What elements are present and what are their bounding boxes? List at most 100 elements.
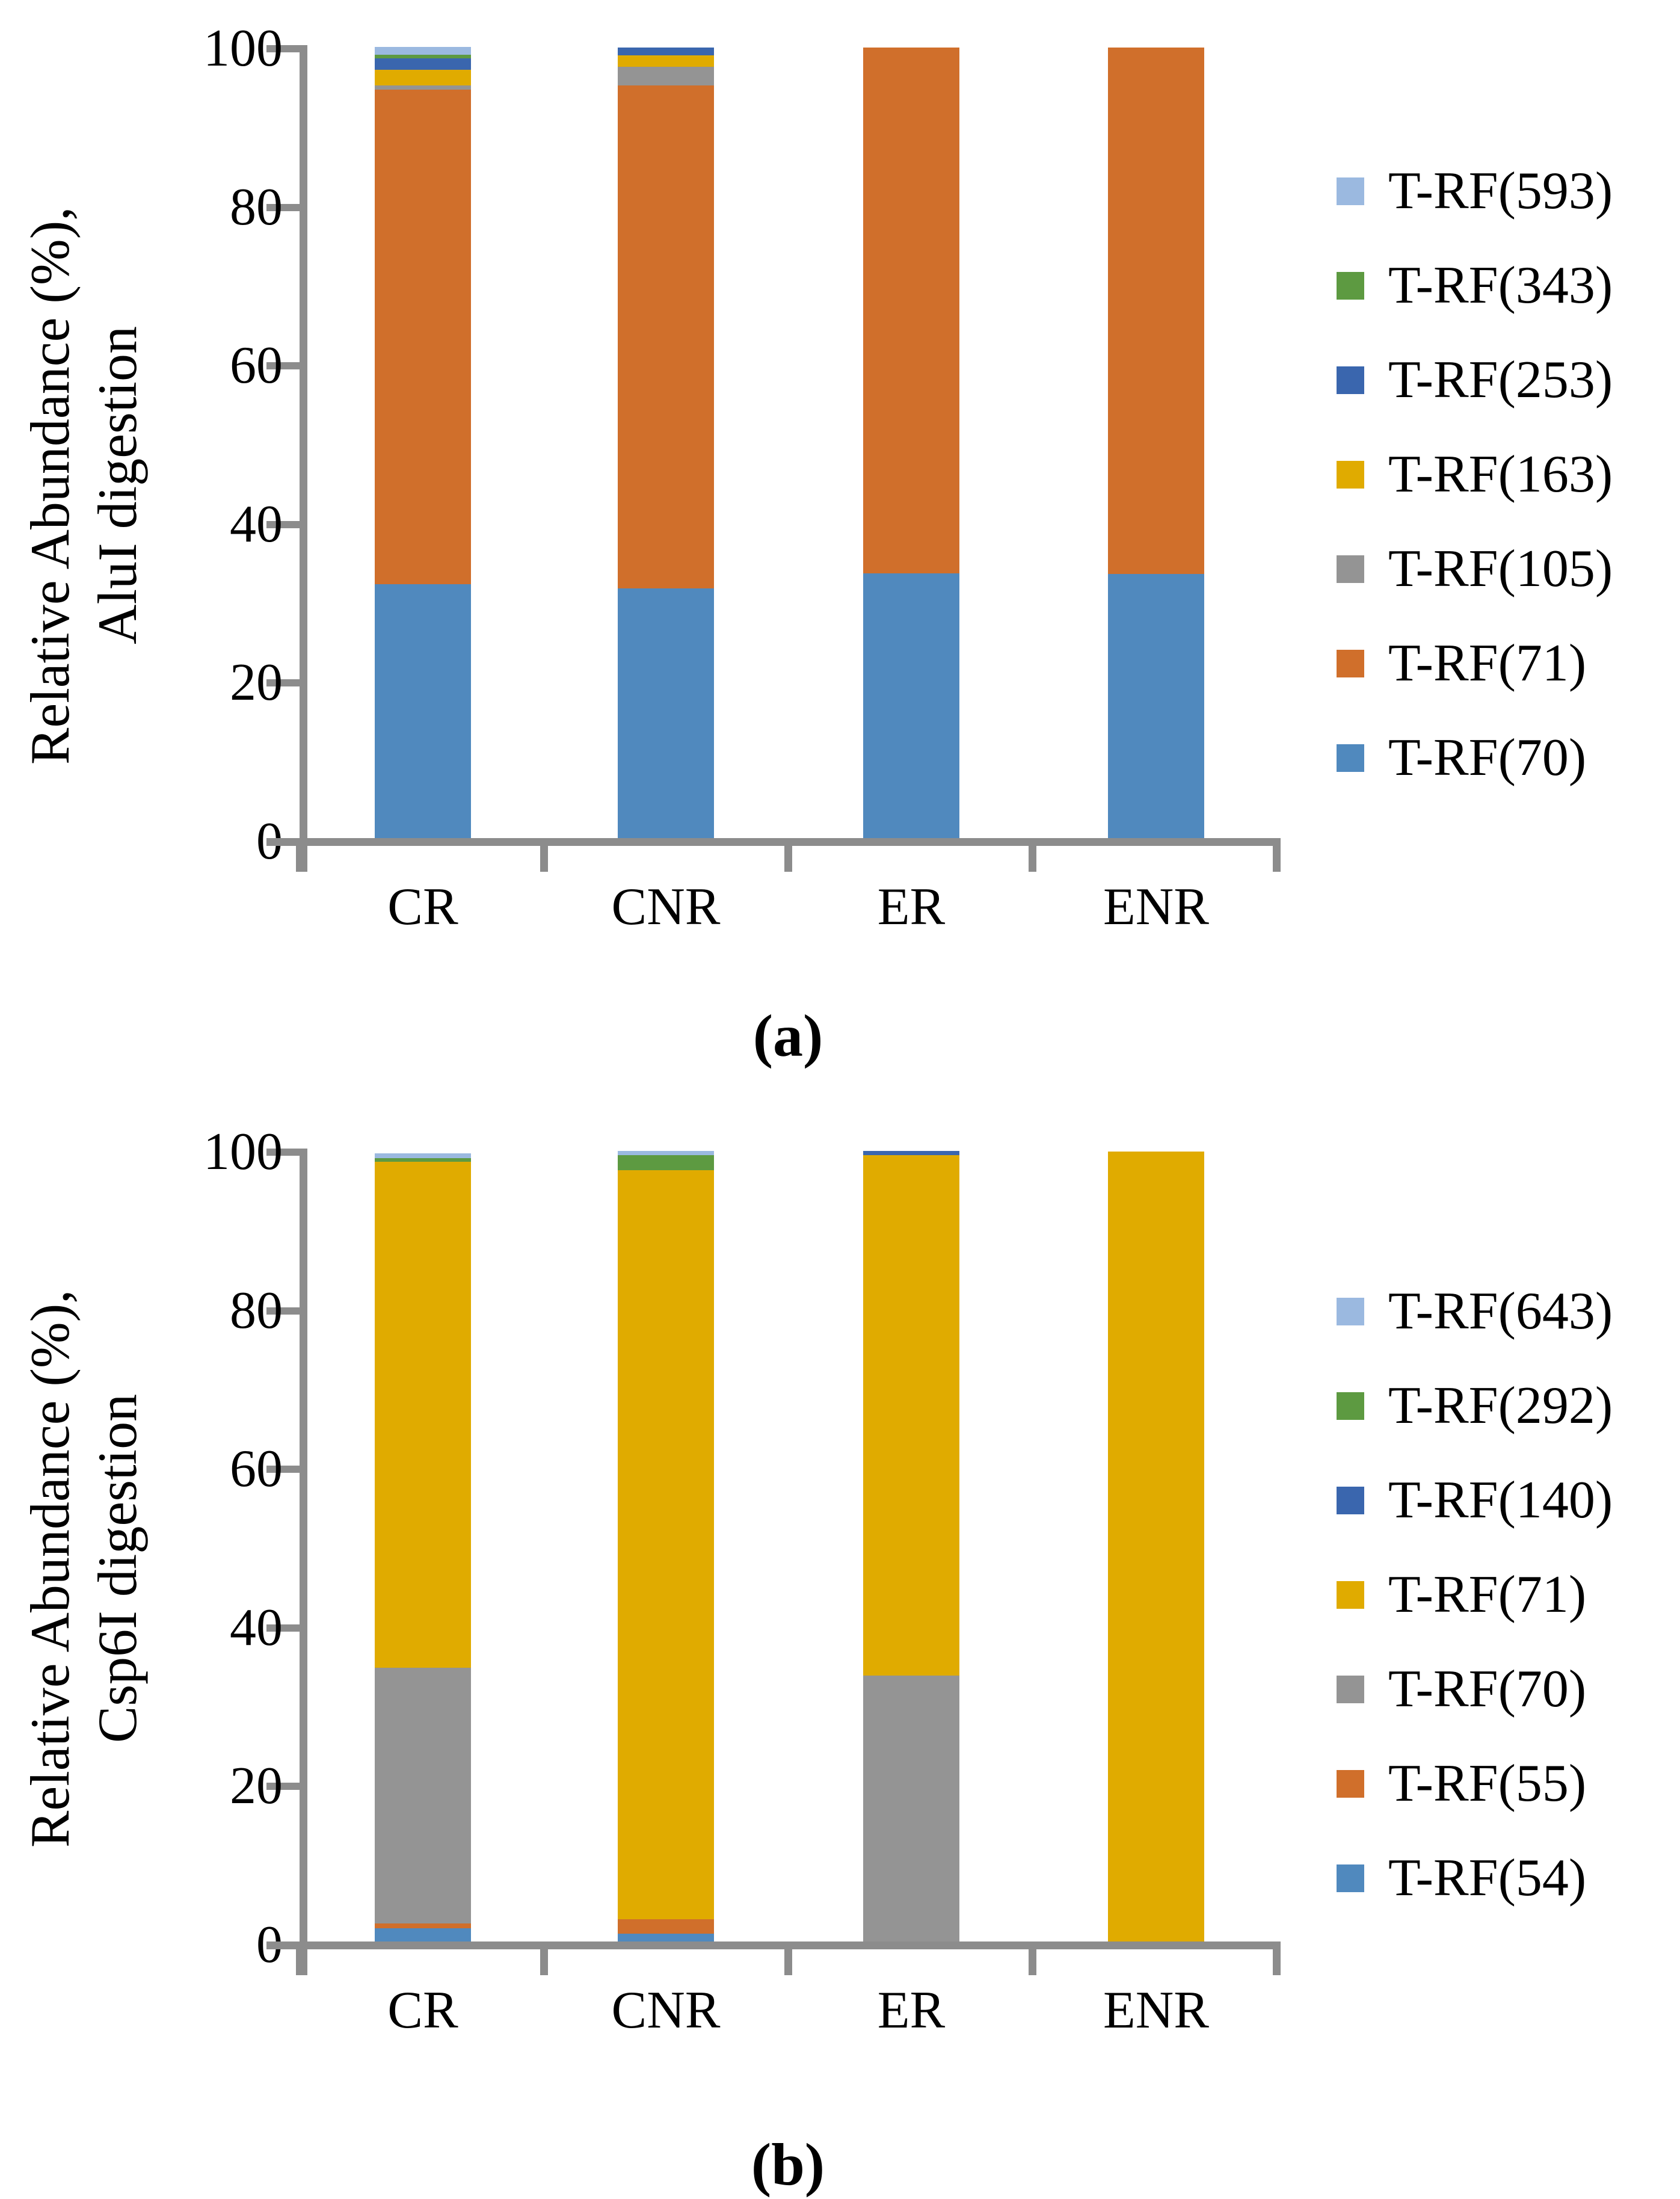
legend-label-b-T-RF(643): T-RF(643): [1388, 1282, 1613, 1340]
category-label-b-CR: CR: [387, 1981, 458, 2040]
y-tick-label-b-100: 100: [203, 1123, 283, 1181]
legend-swatch-a-T-RF(343): [1337, 272, 1364, 300]
bar-segment-a-ENR-T-RF(70): [1108, 574, 1204, 838]
category-label-b-ENR: ENR: [1103, 1981, 1209, 2040]
y-tick-a-80: [266, 203, 300, 211]
bar-segment-b-CR-T-RF(54): [375, 1928, 471, 1941]
category-label-b-CNR: CNR: [611, 1981, 721, 2040]
legend-label-a-T-RF(163): T-RF(163): [1388, 445, 1613, 504]
legend-label-b-T-RF(71): T-RF(71): [1388, 1565, 1587, 1624]
y-tick-label-a-80: 80: [230, 177, 283, 236]
legend-swatch-a-T-RF(253): [1337, 366, 1364, 394]
y-tick-label-a-40: 40: [230, 495, 283, 554]
x-tick-a-2: [784, 838, 792, 872]
caption-b: (b): [751, 2131, 825, 2198]
y-tick-label-a-20: 20: [230, 653, 283, 712]
y-tick-b-60: [266, 1466, 300, 1473]
x-tick-b-3: [1029, 1941, 1036, 1975]
legend-swatch-b-T-RF(292): [1337, 1392, 1364, 1420]
bar-segment-b-CR-T-RF(70): [375, 1668, 471, 1923]
category-label-a-ER: ER: [877, 878, 946, 936]
bar-segment-b-CNR-T-RF(55): [618, 1919, 714, 1934]
x-axis-line-a: [266, 838, 1276, 846]
legend-label-a-T-RF(105): T-RF(105): [1388, 540, 1613, 598]
y-tick-a-40: [266, 520, 300, 528]
legend-label-b-T-RF(140): T-RF(140): [1388, 1471, 1613, 1529]
y-axis-title-b-line1: Relative Abundance (%),: [19, 1289, 81, 1848]
bar-segment-b-CNR-T-RF(54): [618, 1933, 714, 1941]
y-tick-b-20: [266, 1783, 300, 1790]
legend-swatch-a-T-RF(593): [1337, 177, 1364, 205]
legend-swatch-b-T-RF(71): [1337, 1581, 1364, 1609]
bar-segment-a-ER-T-RF(70): [863, 573, 959, 838]
legend-swatch-a-T-RF(163): [1337, 461, 1364, 489]
bar-segment-a-CNR-T-RF(163): [618, 55, 714, 67]
legend-swatch-a-T-RF(71): [1337, 650, 1364, 677]
legend-swatch-b-T-RF(70): [1337, 1676, 1364, 1703]
bar-segment-b-ER-T-RF(70): [863, 1676, 959, 1941]
legend-swatch-b-T-RF(55): [1337, 1770, 1364, 1798]
bar-segment-b-CNR-T-RF(643): [618, 1150, 714, 1155]
y-tick-label-b-20: 20: [230, 1757, 283, 1816]
y-tick-label-b-0: 0: [102, 1916, 283, 1974]
legend-swatch-a-T-RF(105): [1337, 555, 1364, 583]
legend-label-b-T-RF(54): T-RF(54): [1388, 1849, 1587, 1907]
bar-segment-a-CR-T-RF(71): [375, 89, 471, 585]
legend-swatch-a-T-RF(70): [1337, 744, 1364, 772]
x-tick-a-4: [1273, 838, 1281, 872]
bar-segment-a-ENR-T-RF(71): [1108, 47, 1204, 575]
y-tick-label-a-0: 0: [102, 813, 283, 871]
bar-segment-a-CR-T-RF(70): [375, 584, 471, 838]
category-label-a-ENR: ENR: [1103, 878, 1209, 936]
legend-label-a-T-RF(70): T-RF(70): [1388, 729, 1587, 787]
caption-a: (a): [752, 1002, 823, 1069]
y-axis-line-b: [300, 1149, 307, 1975]
x-tick-b-4: [1273, 1941, 1281, 1975]
legend-label-a-T-RF(71): T-RF(71): [1388, 634, 1587, 692]
legend-label-b-T-RF(292): T-RF(292): [1388, 1377, 1613, 1435]
legend-label-a-T-RF(253): T-RF(253): [1388, 351, 1613, 409]
bar-segment-a-CR-T-RF(105): [375, 85, 471, 90]
category-label-a-CR: CR: [387, 878, 458, 936]
bar-segment-a-CR-T-RF(343): [375, 54, 471, 59]
bar-segment-b-ER-T-RF(140): [863, 1150, 959, 1155]
y-axis-line-a: [300, 45, 307, 872]
bar-segment-a-CNR-T-RF(71): [618, 85, 714, 588]
legend-swatch-b-T-RF(54): [1337, 1864, 1364, 1892]
bar-segment-a-CR-T-RF(593): [375, 46, 471, 55]
y-tick-a-100: [266, 45, 300, 52]
y-axis-title-a-line1: Relative Abundance (%),: [19, 206, 81, 765]
x-tick-a-3: [1029, 838, 1036, 872]
bar-segment-a-CNR-T-RF(70): [618, 588, 714, 838]
y-axis-title-a-line2: AluI digestion: [87, 326, 148, 645]
y-tick-label-a-100: 100: [203, 19, 283, 78]
y-tick-label-b-80: 80: [230, 1281, 283, 1340]
x-tick-a-0: [296, 838, 304, 872]
y-tick-b-40: [266, 1624, 300, 1632]
x-tick-b-0: [296, 1941, 304, 1975]
legend-label-a-T-RF(343): T-RF(343): [1388, 256, 1613, 315]
bar-segment-b-ENR-T-RF(71): [1108, 1152, 1204, 1941]
bar-segment-a-CNR-T-RF(105): [618, 66, 714, 86]
bar-segment-a-CR-T-RF(163): [375, 69, 471, 86]
legend-swatch-b-T-RF(643): [1337, 1298, 1364, 1325]
bar-segment-a-CR-T-RF(253): [375, 58, 471, 70]
bar-segment-b-ER-T-RF(71): [863, 1155, 959, 1676]
bar-segment-a-ER-T-RF(71): [863, 47, 959, 573]
bar-segment-b-CR-T-RF(55): [375, 1923, 471, 1928]
legend-label-a-T-RF(593): T-RF(593): [1388, 162, 1613, 220]
x-tick-b-2: [784, 1941, 792, 1975]
legend-label-b-T-RF(70): T-RF(70): [1388, 1660, 1587, 1718]
bar-segment-b-CR-T-RF(292): [375, 1158, 471, 1162]
bar-segment-b-CR-T-RF(71): [375, 1162, 471, 1668]
y-tick-a-60: [266, 362, 300, 370]
legend-label-b-T-RF(55): T-RF(55): [1388, 1754, 1587, 1813]
bar-segment-b-CNR-T-RF(71): [618, 1170, 714, 1920]
y-tick-label-b-60: 60: [230, 1440, 283, 1499]
legend-swatch-b-T-RF(140): [1337, 1487, 1364, 1514]
x-axis-line-b: [266, 1941, 1276, 1949]
bar-segment-a-CNR-T-RF(253): [618, 47, 714, 56]
category-label-a-CNR: CNR: [611, 878, 721, 936]
category-label-b-ER: ER: [877, 1981, 946, 2040]
